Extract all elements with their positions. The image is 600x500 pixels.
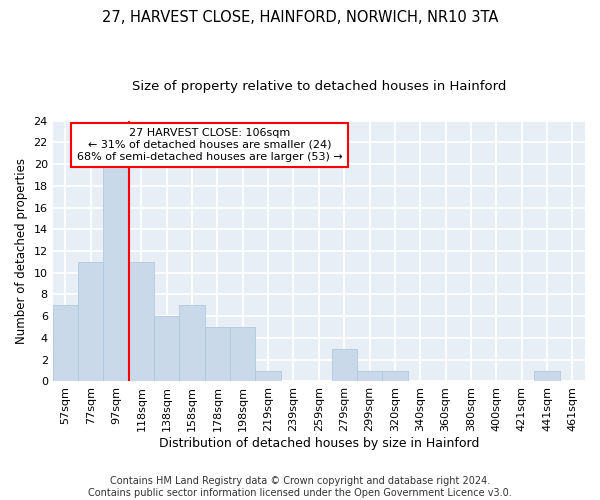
- Bar: [103, 164, 129, 382]
- Bar: [332, 349, 357, 382]
- Bar: [357, 370, 382, 382]
- Bar: [53, 306, 78, 382]
- Bar: [154, 316, 179, 382]
- Text: Contains HM Land Registry data © Crown copyright and database right 2024.
Contai: Contains HM Land Registry data © Crown c…: [88, 476, 512, 498]
- Bar: [382, 370, 407, 382]
- Text: 27 HARVEST CLOSE: 106sqm
← 31% of detached houses are smaller (24)
68% of semi-d: 27 HARVEST CLOSE: 106sqm ← 31% of detach…: [77, 128, 343, 162]
- Bar: [205, 327, 230, 382]
- Bar: [230, 327, 256, 382]
- Bar: [78, 262, 103, 382]
- Title: Size of property relative to detached houses in Hainford: Size of property relative to detached ho…: [131, 80, 506, 93]
- Y-axis label: Number of detached properties: Number of detached properties: [15, 158, 28, 344]
- Text: 27, HARVEST CLOSE, HAINFORD, NORWICH, NR10 3TA: 27, HARVEST CLOSE, HAINFORD, NORWICH, NR…: [102, 10, 498, 25]
- X-axis label: Distribution of detached houses by size in Hainford: Distribution of detached houses by size …: [158, 437, 479, 450]
- Bar: [179, 306, 205, 382]
- Bar: [129, 262, 154, 382]
- Bar: [256, 370, 281, 382]
- Bar: [535, 370, 560, 382]
